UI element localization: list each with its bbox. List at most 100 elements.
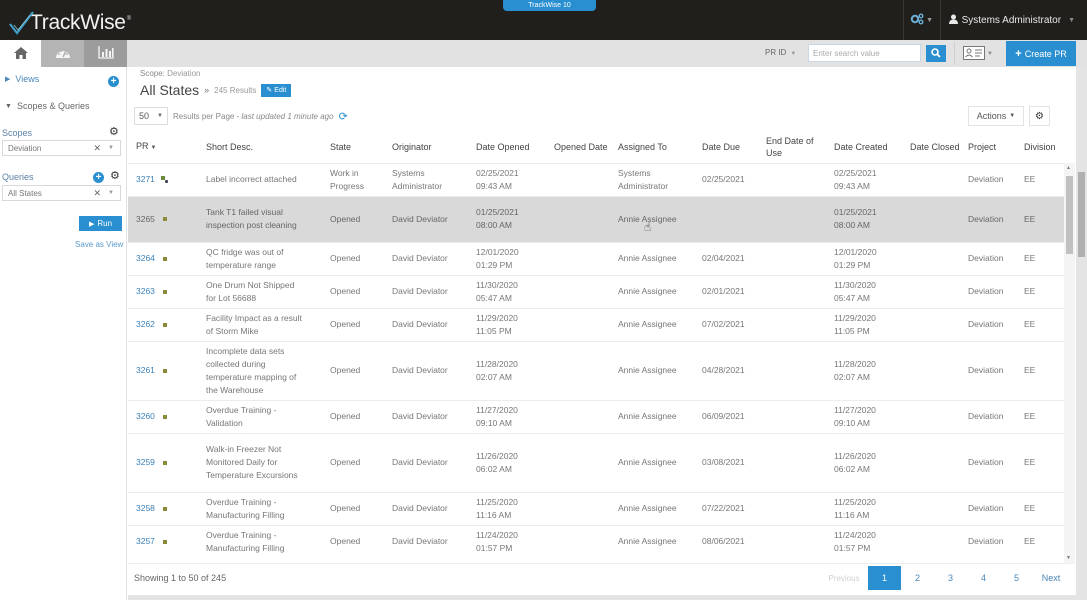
pr-link[interactable]: 3271 [136,174,155,184]
queries-gear-icon[interactable]: ⚙ [110,170,120,182]
views-toggle[interactable]: ▶ Views [5,74,39,84]
page-3-button[interactable]: 3 [947,573,953,583]
column-header-end-date-of-use[interactable]: End Date of Use [758,132,826,163]
cell-date-due: 07/02/2021 [694,307,758,341]
page-2-button[interactable]: 2 [914,573,920,583]
column-header-pr[interactable]: PR ▼ [128,132,198,163]
pr-link[interactable]: 3259 [136,457,155,467]
column-header-state[interactable]: State [322,132,384,163]
cell-project: Deviation [960,195,1016,242]
results-count: 245 Results [214,85,257,95]
scopes-gear-icon[interactable]: ⚙ [109,126,119,138]
table-row[interactable]: 3261 Incomplete data sets collected durin… [128,340,1064,400]
save-as-view-link[interactable]: Save as View [75,240,124,249]
table-row[interactable]: 3262 Facility Impact as a result of Storm… [128,307,1064,341]
column-label: Date Due [702,142,741,153]
cell-text: Deviation [968,536,1004,547]
add-view-plus-icon[interactable]: + [108,76,119,87]
tab-dashboard[interactable] [41,40,84,67]
table-row[interactable]: 3260 Overdue Training - Validation Opened D… [128,399,1064,433]
column-header-date-due[interactable]: Date Due [694,132,758,163]
table-row[interactable]: 3257 Overdue Training - Manufacturing Fil… [128,524,1064,558]
settings-menu-button[interactable]: ▼ [904,0,940,40]
divider [939,0,941,40]
create-pr-button[interactable]: + Create PR [1006,41,1076,66]
table-row[interactable]: 3265 Tank T1 failed visual inspection pos… [128,195,1064,242]
cell-text: 11/30/2020 05:47 AM [834,279,876,303]
scope-select[interactable]: Deviation ✕ ▼ [2,140,121,156]
page-1-button[interactable]: 1 [868,566,901,590]
table-row[interactable]: 3264 QC fridge was out of temperature ran… [128,241,1064,275]
cell-assigned-to: Annie Assignee [610,399,694,433]
edit-query-button[interactable]: ✎ Edit [261,83,292,97]
table-row[interactable]: 3259 Walk-in Freezer Not Monitored Daily … [128,432,1064,492]
record-type-menu-button[interactable]: ▼ [963,45,993,62]
hand-cursor-icon: ☝ [644,220,652,234]
scroll-up-arrow-icon[interactable]: ▲ [1066,165,1071,171]
search-button[interactable] [926,45,946,62]
column-header-assigned-to[interactable]: Assigned To [610,132,694,163]
page-5-button[interactable]: 5 [1013,573,1019,583]
next-page-button[interactable]: Next [1041,573,1061,583]
cell-text: 01/25/2021 08:00 AM [476,207,519,230]
previous-page-button[interactable]: Previous [828,573,860,583]
page-4-button[interactable]: 4 [980,573,986,583]
scroll-down-arrow-icon[interactable]: ▼ [1066,555,1071,561]
table-scrollbar[interactable]: ▲ ▼ [1064,163,1075,563]
cell-state: Opened [322,195,384,242]
cell-date-created: 11/24/2020 01:57 PM [826,524,902,558]
cell-text: David Deviator [392,411,448,421]
column-header-originator[interactable]: Originator [384,132,468,163]
pr-link[interactable]: 3264 [136,253,155,263]
pr-link[interactable]: 3260 [136,411,155,421]
column-header-project[interactable]: Project [960,132,1016,163]
pr-link[interactable]: 3263 [136,286,155,296]
user-menu-button[interactable]: Systems Administrator ▼ [941,0,1087,40]
tab-home[interactable] [0,40,41,67]
pr-link[interactable]: 3261 [136,365,155,375]
column-header-date-created[interactable]: Date Created [826,132,902,163]
pr-link[interactable]: 3258 [136,503,155,513]
results-per-page-select[interactable]: 50 ▼ [134,107,168,125]
clear-x-icon[interactable]: ✕ [93,187,101,198]
tab-reports[interactable] [84,40,127,67]
cell-division: EE [1016,432,1064,492]
status-flag-icon [160,175,169,184]
pr-link[interactable]: 3265 [136,213,155,224]
scrollbar-thumb[interactable] [1066,176,1073,254]
table-row[interactable]: 3263 One Drum Not Shipped for Lot 56688 Op… [128,274,1064,308]
divider [902,0,904,40]
cell-originator: David Deviator [384,491,468,525]
scrollbar-thumb[interactable] [1078,172,1085,257]
table-row[interactable]: 3258 Overdue Training - Manufacturing Fil… [128,491,1064,525]
refresh-icon[interactable]: ⟳ [338,110,348,123]
search-input[interactable] [808,44,921,62]
column-header-division[interactable]: Division [1016,132,1064,163]
pr-link[interactable]: 3262 [136,319,155,329]
query-select[interactable]: All States ✕ ▼ [2,185,121,201]
column-header-short-desc[interactable]: Short Desc. [198,132,322,163]
cell-end-date-use [758,241,826,275]
table-settings-button[interactable]: ⚙ [1029,106,1050,126]
column-header-opened-date[interactable]: Opened Date [546,132,610,163]
pr-link[interactable]: 3257 [136,536,155,547]
cell-text: EE [1024,319,1036,329]
scopes-queries-toggle[interactable]: ▼ Scopes & Queries [5,101,89,111]
table-row[interactable]: 3271 Label incorrect attached Work in Prog… [128,162,1064,196]
cell-text: Annie Assignee [618,365,677,375]
column-header-date-opened[interactable]: Date Opened [468,132,546,163]
cell-text: Tank T1 failed visual inspection post cl… [206,207,297,230]
cell-date-due: 07/22/2021 [694,491,758,525]
cell-text: David Deviator [392,213,448,224]
column-label: Date Opened [476,142,530,153]
cell-text: Overdue Training - Manufacturing Filling [206,496,285,520]
actions-menu-button[interactable]: Actions ▼ [968,106,1024,126]
status-square-icon [162,460,167,465]
run-button[interactable]: ▶ Run [79,216,122,231]
add-query-plus-icon[interactable]: + [93,172,104,183]
clear-x-icon[interactable]: ✕ [93,142,101,153]
page-scrollbar[interactable] [1076,67,1087,600]
column-header-date-closed[interactable]: Date Closed [902,132,960,163]
search-field-selector[interactable]: PR ID ▼ [765,48,796,57]
trackwise-logo[interactable]: TrackWise ® [8,6,131,36]
